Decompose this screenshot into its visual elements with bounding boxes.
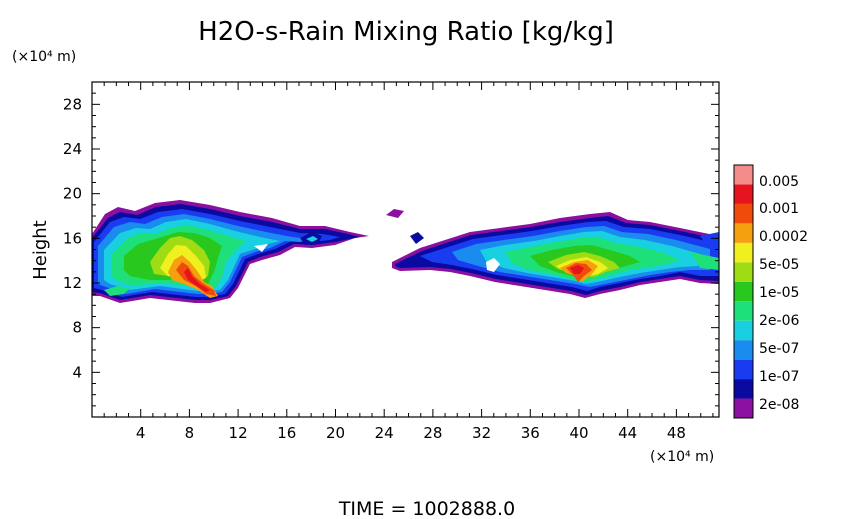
colorbar: 2e-08 1e-07 5e-07 2e-06 1e-05 5e-05 0.0002 0.00… — [733, 164, 808, 419]
left-cloud — [92, 200, 369, 303]
x-tick-label: 48 — [667, 424, 686, 442]
y-tick-label: 24 — [63, 140, 82, 158]
x-tick-label: 44 — [618, 424, 637, 442]
contour-left-core — [184, 268, 210, 292]
x-axis-unit: (×10⁴ m) — [650, 449, 714, 465]
colorbar-label: 0.0002 — [759, 229, 808, 245]
colorbar-swatch — [734, 184, 753, 204]
x-tick-label: 16 — [277, 424, 296, 442]
contour-right-core — [570, 265, 584, 274]
right-hole-1 — [486, 258, 500, 272]
y-axis-label: Height — [30, 220, 51, 280]
x-tick-labels: 4 8 12 16 20 24 28 32 36 40 44 48 — [136, 424, 686, 442]
colorbar-label: 1e-05 — [759, 285, 799, 301]
y-tick-label: 28 — [63, 95, 82, 113]
colorbar-swatch — [734, 398, 753, 418]
colorbar-swatch — [734, 242, 753, 263]
left-island-1 — [104, 286, 130, 296]
y-tick-labels: 4 8 12 16 20 24 28 — [63, 95, 82, 381]
colorbar-swatch — [734, 359, 753, 380]
colorbar-label: 5e-05 — [759, 257, 799, 273]
left-island-3 — [306, 236, 318, 242]
x-tick-label: 36 — [521, 424, 540, 442]
colorbar-swatch — [734, 281, 753, 302]
colorbar-swatch — [734, 379, 753, 399]
y-tick-label: 16 — [63, 229, 82, 247]
colorbar-swatch — [734, 223, 753, 243]
colorbar-swatch — [734, 301, 753, 321]
colorbar-swatch — [734, 320, 753, 341]
colorbar-label: 2e-08 — [759, 397, 799, 413]
x-tick-label: 28 — [423, 424, 442, 442]
y-tick-label: 20 — [63, 185, 82, 203]
y-tick-label: 12 — [63, 274, 82, 292]
x-tick-label: 8 — [185, 424, 195, 442]
y-axis-unit: (×10⁴ m) — [12, 49, 76, 65]
x-tick-label: 12 — [229, 424, 248, 442]
colorbar-label: 1e-07 — [759, 369, 799, 385]
colorbar-label: 0.001 — [759, 201, 799, 217]
axis-ticks — [92, 82, 719, 417]
right-edge-blue — [700, 232, 719, 246]
y-tick-label: 8 — [72, 319, 82, 337]
colorbar-swatch — [734, 165, 753, 185]
colorbar-frame — [733, 164, 754, 419]
left-gap-1 — [254, 244, 268, 252]
chart-title: H2O-s-Rain Mixing Ratio [kg/kg] — [198, 17, 614, 47]
right-cloud — [392, 212, 719, 298]
x-tick-label: 24 — [375, 424, 394, 442]
x-tick-label: 4 — [136, 424, 146, 442]
gap-blob-1 — [386, 209, 404, 218]
time-footer: TIME = 1002888.0 — [338, 498, 515, 519]
x-tick-label: 40 — [569, 424, 588, 442]
mixing-ratio-field — [92, 200, 719, 303]
colorbar-label: 5e-07 — [759, 341, 799, 357]
colorbar-swatch — [734, 340, 753, 360]
x-tick-label: 20 — [326, 424, 345, 442]
colorbar-swatch — [734, 262, 753, 282]
colorbar-swatch — [734, 203, 753, 224]
y-tick-label: 4 — [72, 363, 82, 381]
colorbar-label: 2e-06 — [759, 313, 799, 329]
right-edge-green — [690, 252, 719, 270]
gap-blob-2 — [410, 232, 424, 244]
colorbar-label: 0.005 — [759, 174, 799, 190]
x-tick-label: 32 — [472, 424, 491, 442]
